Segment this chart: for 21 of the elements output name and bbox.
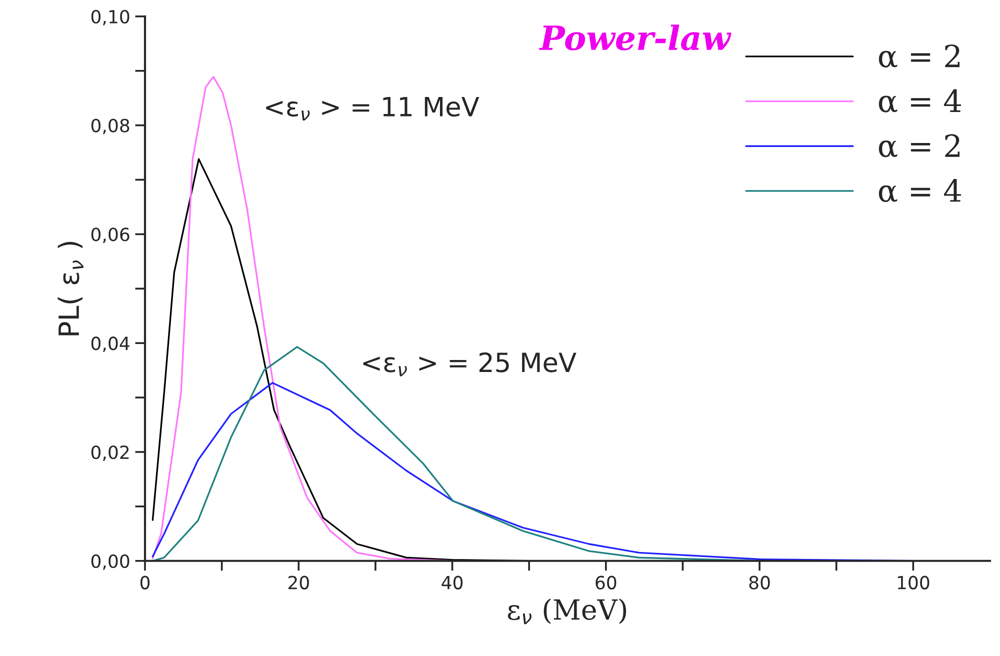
y-tick-label: 0,02 <box>91 445 129 461</box>
x-tick-label: 60 <box>596 576 616 590</box>
y-tick-label: 0,00 <box>91 554 130 570</box>
legend-label: α = 2 <box>878 44 960 68</box>
x-axis-title: ε$_{ν}$ (MeV) <box>508 598 626 624</box>
legend-label: α = 2 <box>878 134 960 158</box>
legend-label: α = 4 <box>878 89 961 112</box>
chart-title: Power-law <box>538 24 732 50</box>
y-tick-label: 0,06 <box>91 228 130 244</box>
x-tick-label: 40 <box>442 576 463 590</box>
x-tick-label: 0 <box>140 576 150 590</box>
x-tick-label: 20 <box>288 576 309 590</box>
y-tick-label: 0,10 <box>91 10 130 26</box>
y-tick-label: 0,04 <box>91 336 130 352</box>
x-tick-label: 80 <box>749 576 770 590</box>
x-tick-label: 100 <box>898 576 930 590</box>
y-axis-title: PL( ε$_{ν}$ ) <box>58 242 84 336</box>
annotation: <ε$_{ν}$ > = 25 MeV <box>363 352 576 376</box>
annotation: <ε$_{ν}$ > = 11 MeV <box>266 96 480 121</box>
y-tick-label: 0,08 <box>91 118 130 134</box>
legend-label: α = 4 <box>878 178 961 202</box>
